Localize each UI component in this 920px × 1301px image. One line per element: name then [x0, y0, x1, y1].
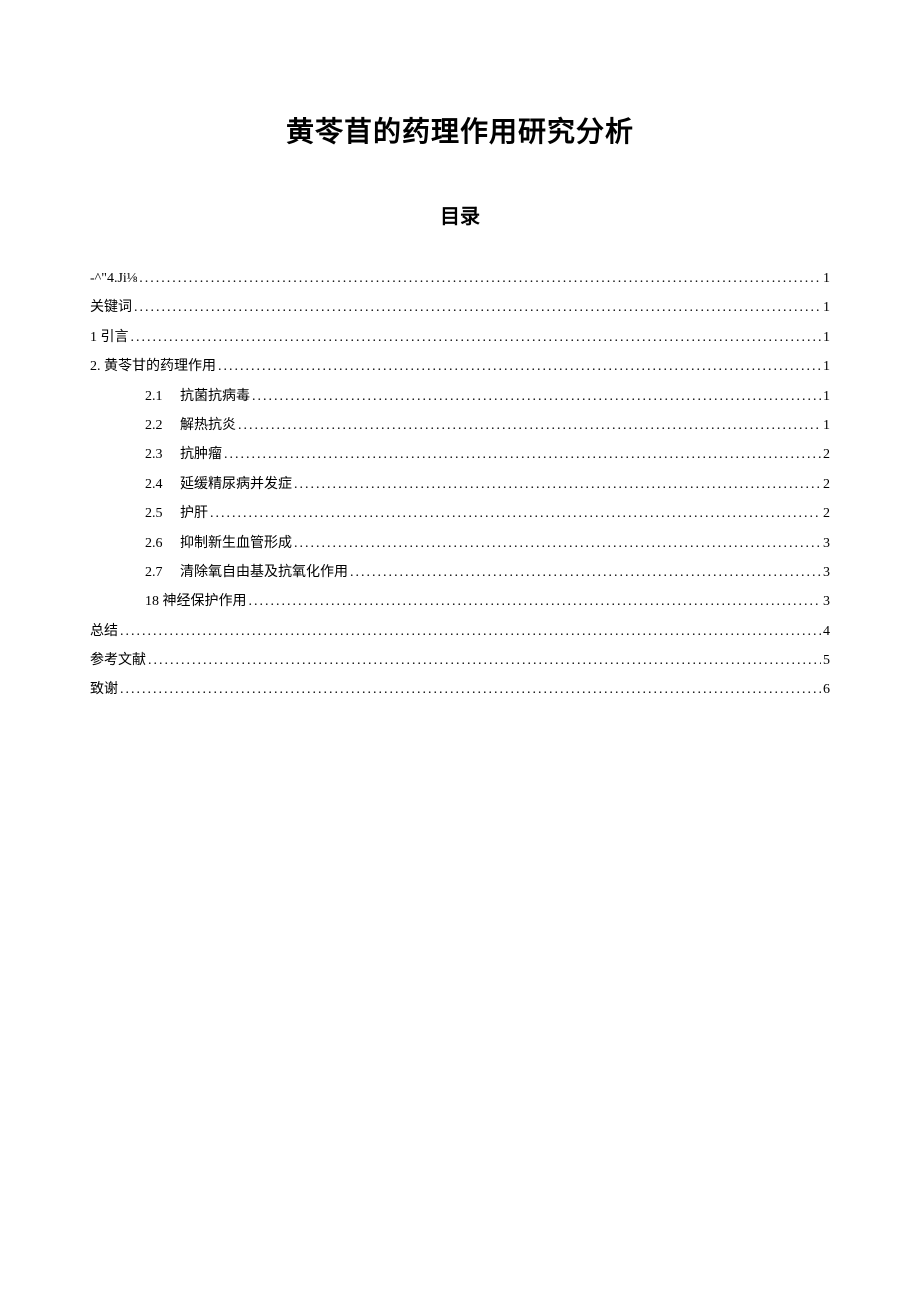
toc-entry: 参考文献 5 — [90, 646, 830, 675]
toc-page: 1 — [823, 411, 830, 440]
toc-entry: 致谢 6 — [90, 675, 830, 704]
toc-entry: 1 引言 1 — [90, 323, 830, 352]
toc-dots — [134, 293, 821, 322]
toc-entry: 2.4 延缓精尿病并发症 2 — [90, 470, 830, 499]
toc-dots — [238, 411, 821, 440]
toc-entry: 2.6 抑制新生血管形成 3 — [90, 529, 830, 558]
toc-page: 2 — [823, 440, 830, 469]
toc-number: 2.6 — [145, 529, 180, 558]
toc-entry: 2.3 抗肿瘤 2 — [90, 440, 830, 469]
toc-entry: 2.5 护肝 2 — [90, 499, 830, 528]
toc-page: 1 — [823, 323, 830, 352]
toc-dots — [224, 440, 821, 469]
toc-label: 参考文献 — [90, 646, 146, 675]
toc-dots — [131, 323, 822, 352]
toc-number: 2.5 — [145, 499, 180, 528]
toc-page: 5 — [823, 646, 830, 675]
toc-dots — [139, 264, 821, 293]
toc-entry: -^"4.Ji⅛ 1 — [90, 264, 830, 293]
toc-dots — [294, 470, 821, 499]
toc-page: 3 — [823, 558, 830, 587]
toc-label: 18 神经保护作用 — [145, 587, 247, 616]
toc-label: 延缓精尿病并发症 — [180, 470, 292, 499]
toc-dots — [249, 587, 822, 616]
toc-entry: 2.1 抗菌抗病毒 1 — [90, 382, 830, 411]
toc-label: 抗菌抗病毒 — [180, 382, 250, 411]
toc-label: 清除氧自由基及抗氧化作用 — [180, 558, 348, 587]
toc-label: 2. 黄苓甘的药理作用 — [90, 352, 216, 381]
toc-label: 解热抗炎 — [180, 411, 236, 440]
toc-page: 2 — [823, 499, 830, 528]
toc-label: 总结 — [90, 617, 118, 646]
toc-number: 2.3 — [145, 440, 180, 469]
toc-container: -^"4.Ji⅛ 1 关键词 1 1 引言 1 2. 黄苓甘的药理作用 1 2.… — [90, 264, 830, 705]
toc-label: 抗肿瘤 — [180, 440, 222, 469]
toc-entry: 2.2 解热抗炎 1 — [90, 411, 830, 440]
toc-page: 3 — [823, 529, 830, 558]
toc-number: 2.7 — [145, 558, 180, 587]
toc-heading: 目录 — [90, 200, 830, 229]
toc-page: 1 — [823, 352, 830, 381]
toc-page: 2 — [823, 470, 830, 499]
toc-label: 护肝 — [180, 499, 208, 528]
toc-page: 1 — [823, 264, 830, 293]
toc-dots — [252, 382, 821, 411]
toc-label: 致谢 — [90, 675, 118, 704]
toc-page: 4 — [823, 617, 830, 646]
toc-number: 2.4 — [145, 470, 180, 499]
toc-dots — [294, 529, 821, 558]
toc-dots — [218, 352, 821, 381]
toc-label: 抑制新生血管形成 — [180, 529, 292, 558]
toc-number: 2.1 — [145, 382, 180, 411]
toc-entry: 总结 4 — [90, 617, 830, 646]
toc-page: 3 — [823, 587, 830, 616]
toc-dots — [210, 499, 821, 528]
toc-number: 2.2 — [145, 411, 180, 440]
toc-entry: 关键词 1 — [90, 293, 830, 322]
toc-entry: 2.7 清除氧自由基及抗氧化作用 3 — [90, 558, 830, 587]
toc-dots — [120, 617, 821, 646]
toc-page: 1 — [823, 382, 830, 411]
toc-label: -^"4.Ji⅛ — [90, 264, 137, 293]
toc-label: 关键词 — [90, 293, 132, 322]
toc-entry: 18 神经保护作用 3 — [90, 587, 830, 616]
toc-dots — [148, 646, 821, 675]
toc-page: 6 — [823, 675, 830, 704]
toc-dots — [350, 558, 821, 587]
toc-dots — [120, 675, 821, 704]
toc-page: 1 — [823, 293, 830, 322]
document-title: 黄苓苜的药理作用研究分析 — [90, 110, 830, 150]
toc-label: 1 引言 — [90, 323, 129, 352]
toc-entry: 2. 黄苓甘的药理作用 1 — [90, 352, 830, 381]
